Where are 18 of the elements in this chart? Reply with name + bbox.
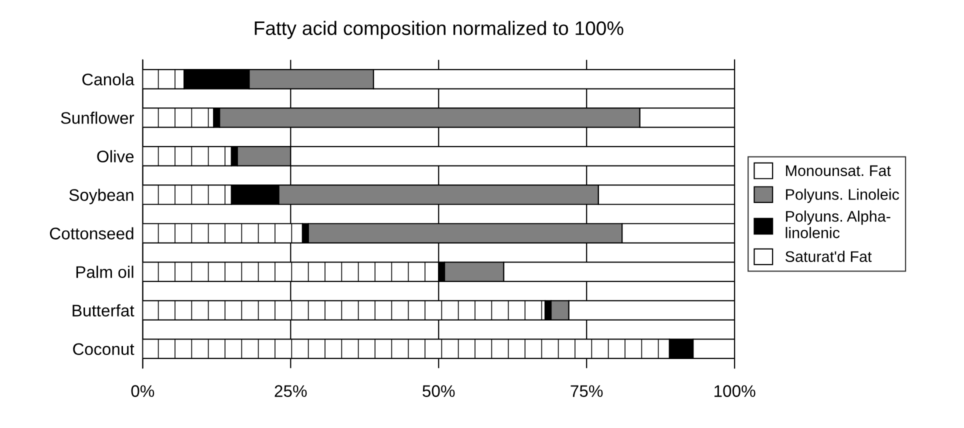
y-tick-label: Palm oil [76,266,134,278]
y-tick-label: Butterfat [72,304,134,317]
y-tick-label: Canola [82,73,134,86]
y-tick-label: Coconut [73,343,134,356]
y-tick-label: Soybean [69,188,134,204]
legend-label: Polyuns. Alpha- linolenic [786,210,890,238]
x-tick-label: 0% [131,385,154,397]
y-tick-label: Olive [97,150,134,162]
x-tick-label: 75% [570,385,603,397]
x-tick-label: 50% [422,385,455,397]
legend-label: Polyuns. Linoleic [786,188,900,203]
y-tick-label: Sunflower [60,112,134,124]
x-tick-label: 25% [274,385,307,397]
x-tick-label: 100% [714,385,756,397]
y-tick-label: Cottonseed [50,227,134,240]
chart-title: Fatty acid composition normalized to 100% [254,20,624,39]
legend-label: Saturat'd Fat [785,250,872,262]
legend-label: Monounsat. Fat [786,165,891,176]
